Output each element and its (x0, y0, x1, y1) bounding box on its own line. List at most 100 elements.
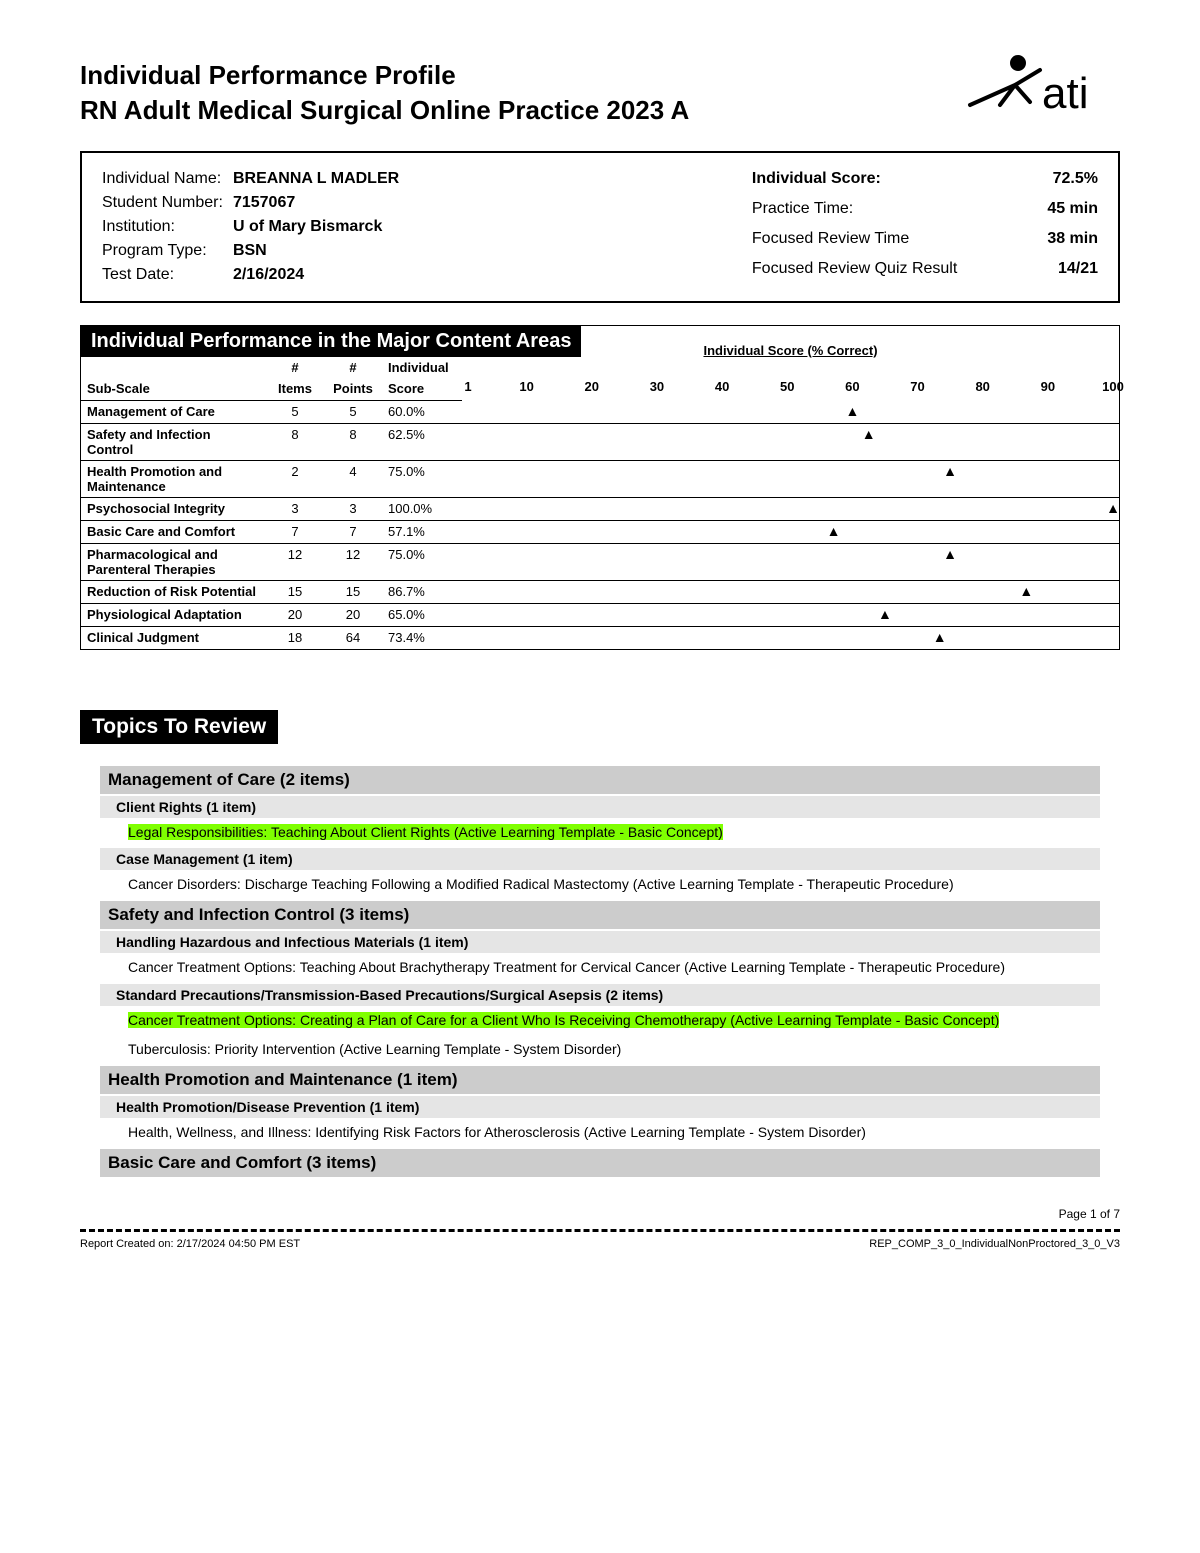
info-value: 38 min (967, 227, 1098, 257)
subcategory-header: Handling Hazardous and Infectious Materi… (100, 931, 1100, 953)
score-marker: ▲ (933, 630, 947, 644)
axis-tick: 90 (1041, 379, 1055, 394)
info-value: 45 min (967, 197, 1098, 227)
info-label: Student Number: (102, 191, 233, 215)
table-row: Health Promotion and Maintenance2475.0%▲ (81, 460, 1119, 497)
items-value: 18 (266, 626, 324, 649)
axis-ticks: 1102030405060708090100 (468, 379, 1113, 397)
topics-title: Topics To Review (80, 710, 278, 744)
points-value: 3 (324, 497, 382, 520)
topics-section: Topics To Review Management of Care (2 i… (80, 710, 1120, 1177)
axis-tick: 70 (910, 379, 924, 394)
score-value: 57.1% (382, 520, 462, 543)
info-label: Focused Review Quiz Result (752, 257, 967, 287)
axis-tick: 30 (650, 379, 664, 394)
col-items: Items (266, 378, 324, 401)
score-marker: ▲ (1106, 501, 1120, 515)
subscale-name: Basic Care and Comfort (81, 520, 266, 543)
score-value: 86.7% (382, 580, 462, 603)
points-value: 64 (324, 626, 382, 649)
topic-item: Cancer Disorders: Discharge Teaching Fol… (100, 870, 1100, 899)
col-hash2: # (324, 357, 382, 378)
table-row: Pharmacological and Parenteral Therapies… (81, 543, 1119, 580)
items-value: 5 (266, 401, 324, 424)
topic-item: Cancer Treatment Options: Creating a Pla… (100, 1006, 1100, 1035)
col-score: Score (382, 378, 462, 401)
topic-item: Legal Responsibilities: Teaching About C… (100, 818, 1100, 847)
footer-code: REP_COMP_3_0_IndividualNonProctored_3_0_… (869, 1238, 1120, 1250)
subscale-name: Clinical Judgment (81, 626, 266, 649)
axis-tick: 20 (585, 379, 599, 394)
score-marker: ▲ (943, 464, 957, 478)
points-value: 12 (324, 543, 382, 580)
performance-table: # # Individual Individual Score (% Corre… (81, 357, 1119, 649)
table-row: Reduction of Risk Potential151586.7%▲ (81, 580, 1119, 603)
page-footer: Page 1 of 7 Report Created on: 2/17/2024… (80, 1207, 1120, 1250)
score-value: 73.4% (382, 626, 462, 649)
items-value: 8 (266, 423, 324, 460)
axis-tick: 10 (519, 379, 533, 394)
topic-item: Cancer Treatment Options: Teaching About… (100, 953, 1100, 982)
page-number: Page 1 of 7 (80, 1207, 1120, 1221)
topic-item: Tuberculosis: Priority Intervention (Act… (100, 1035, 1100, 1064)
ati-logo: ati (960, 50, 1120, 133)
info-label: Focused Review Time (752, 227, 967, 257)
col-points: Points (324, 378, 382, 401)
info-value: 7157067 (233, 191, 399, 215)
subscale-name: Management of Care (81, 401, 266, 424)
col-individual: Individual (382, 357, 462, 378)
info-right-column: Individual Score:72.5%Practice Time:45 m… (752, 167, 1098, 287)
axis-tick: 60 (845, 379, 859, 394)
table-row: Physiological Adaptation202065.0%▲ (81, 603, 1119, 626)
points-value: 15 (324, 580, 382, 603)
info-label: Test Date: (102, 263, 233, 287)
highlighted-text: Cancer Treatment Options: Creating a Pla… (128, 1012, 999, 1028)
score-marker: ▲ (878, 607, 892, 621)
table-row: Basic Care and Comfort7757.1%▲ (81, 520, 1119, 543)
info-label: Individual Score: (752, 167, 967, 197)
axis-tick: 1 (464, 379, 471, 394)
score-marker: ▲ (943, 547, 957, 561)
axis-tick: 80 (975, 379, 989, 394)
performance-section: Individual Performance in the Major Cont… (80, 325, 1120, 650)
subscale-name: Safety and Infection Control (81, 423, 266, 460)
points-value: 7 (324, 520, 382, 543)
info-left-column: Individual Name:BREANNA L MADLERStudent … (102, 167, 399, 287)
highlighted-text: Legal Responsibilities: Teaching About C… (128, 824, 723, 840)
title-line-2: RN Adult Medical Surgical Online Practic… (80, 95, 689, 126)
info-value: 2/16/2024 (233, 263, 399, 287)
items-value: 12 (266, 543, 324, 580)
table-row: Clinical Judgment186473.4% ▲ (81, 626, 1119, 649)
subscale-name: Pharmacological and Parenteral Therapies (81, 543, 266, 580)
score-value: 75.0% (382, 543, 462, 580)
axis-tick: 100 (1102, 379, 1124, 394)
info-label: Practice Time: (752, 197, 967, 227)
info-value: 72.5% (967, 167, 1098, 197)
axis-title: Individual Score (% Correct) (703, 343, 877, 358)
info-label: Program Type: (102, 239, 233, 263)
col-hash1: # (266, 357, 324, 378)
items-value: 3 (266, 497, 324, 520)
subcategory-header: Health Promotion/Disease Prevention (1 i… (100, 1096, 1100, 1118)
score-marker: ▲ (845, 404, 859, 418)
subscale-name: Health Promotion and Maintenance (81, 460, 266, 497)
table-row: Safety and Infection Control8862.5%▲ (81, 423, 1119, 460)
subscale-name: Psychosocial Integrity (81, 497, 266, 520)
score-value: 62.5% (382, 423, 462, 460)
header-row: Individual Performance Profile RN Adult … (80, 60, 1120, 133)
category-header: Basic Care and Comfort (3 items) (100, 1149, 1100, 1177)
footer-divider (80, 1229, 1120, 1232)
col-subscale: Sub-Scale (81, 378, 266, 401)
subscale-name: Physiological Adaptation (81, 603, 266, 626)
score-marker: ▲ (862, 427, 876, 441)
subscale-name: Reduction of Risk Potential (81, 580, 266, 603)
points-value: 4 (324, 460, 382, 497)
info-value: 14/21 (967, 257, 1098, 287)
items-value: 2 (266, 460, 324, 497)
points-value: 8 (324, 423, 382, 460)
subcategory-header: Client Rights (1 item) (100, 796, 1100, 818)
table-row: Management of Care5560.0%▲ (81, 401, 1119, 424)
axis-tick: 40 (715, 379, 729, 394)
items-value: 7 (266, 520, 324, 543)
info-box: Individual Name:BREANNA L MADLERStudent … (80, 151, 1120, 303)
